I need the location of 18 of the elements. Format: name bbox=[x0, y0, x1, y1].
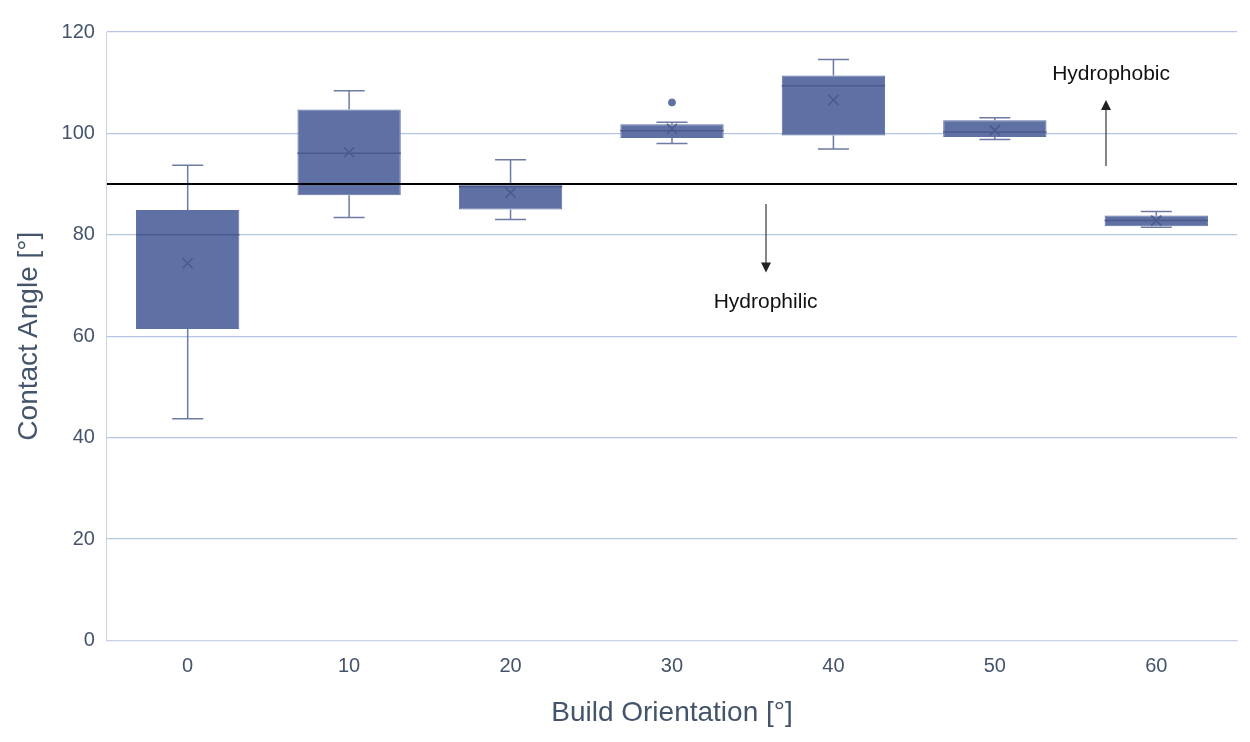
x-tick-label: 40 bbox=[822, 653, 845, 676]
x-tick-label: 0 bbox=[182, 653, 194, 676]
x-tick-label: 30 bbox=[660, 653, 684, 676]
y-tick-label: 40 bbox=[72, 425, 95, 448]
annotation: Hydrophilic bbox=[713, 288, 818, 313]
y-tick-label: 20 bbox=[72, 526, 95, 549]
x-tick-label: 20 bbox=[499, 653, 522, 676]
annotation: Hydrophobic bbox=[1052, 60, 1171, 85]
x-tick-label: 60 bbox=[1145, 653, 1168, 676]
y-tick-label: 60 bbox=[72, 323, 95, 346]
x-tick-label: 50 bbox=[983, 653, 1006, 676]
x-axis-title: Build Orientation [°] bbox=[551, 695, 793, 727]
x-tick-label: 10 bbox=[337, 653, 361, 676]
y-tick-label: 80 bbox=[72, 222, 95, 245]
y-tick-label: 100 bbox=[61, 120, 95, 143]
y-tick-label: 120 bbox=[61, 19, 95, 42]
y-axis-title: Contact Angle [°] bbox=[11, 231, 43, 441]
y-tick-label: 0 bbox=[83, 627, 95, 650]
